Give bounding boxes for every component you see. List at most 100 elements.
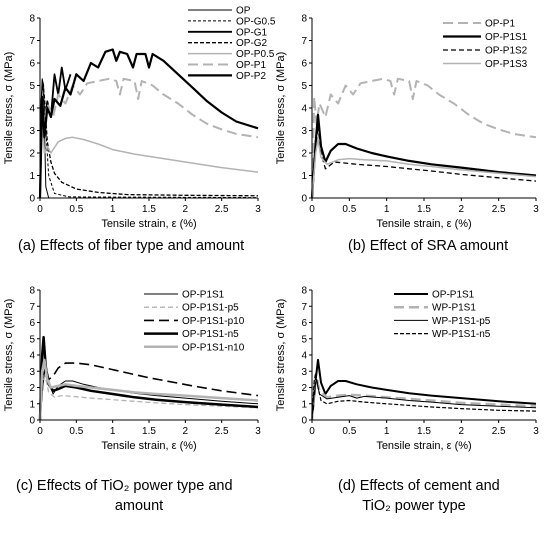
series-line-op-p1s1	[39, 361, 259, 421]
y-tick-label: 1	[29, 171, 35, 182]
x-tick-label: 3	[255, 204, 261, 215]
legend-label: OP-P1S1-n10	[182, 342, 245, 353]
chart-caption: (b) Effect of SRA amount	[348, 238, 508, 254]
x-tick-label: 2	[183, 204, 189, 215]
chart-caption: (a) Effects of fiber type and amount	[18, 238, 244, 254]
y-tick-label: 0	[301, 194, 307, 205]
chart-panel-b: 0 1 2 3 4 5 6 7 8 0 0.5 1 1.5 2 2.5 3 Tensile strain, ε …	[275, 14, 539, 255]
series-line-op-p1s1-n5	[38, 335, 259, 421]
legend-label: OP-P1S3	[485, 59, 528, 70]
series-line-op-p1s3	[311, 138, 537, 199]
x-tick-label: 1.5	[142, 426, 156, 437]
chart-panel-c: 0 1 2 3 4 5 6 7 8 0 0.5 1 1.5 2 2.5 3 Tensile strain, ε …	[3, 286, 261, 515]
legend-label: WP-P1S1-n5	[432, 329, 491, 340]
x-tick-label: 2.5	[215, 426, 229, 437]
y-tick-label: 5	[29, 334, 35, 345]
series-line-op-p1s1-p10	[39, 362, 259, 421]
y-axis-label: Tensile stress, σ (MPa)	[275, 52, 287, 165]
y-axis-label: Tensile stress, σ (MPa)	[3, 299, 15, 412]
legend-label: OP-G1	[236, 27, 268, 38]
y-tick-label: 1	[29, 399, 35, 410]
legend-label: OP-P1S1	[182, 290, 225, 301]
y-tick-label: 8	[301, 14, 307, 25]
series-line-op-g2	[39, 82, 259, 199]
y-tick-label: 6	[301, 318, 307, 329]
y-tick-label: 6	[29, 318, 35, 329]
legend-label: OP-G2	[236, 38, 268, 49]
x-tick-label: 0	[309, 426, 315, 437]
y-tick-label: 7	[301, 36, 307, 47]
legend-label: OP-P2	[236, 71, 266, 82]
y-tick-label: 4	[29, 104, 35, 115]
x-tick-label: 3	[533, 426, 539, 437]
y-tick-label: 7	[29, 302, 35, 313]
x-tick-label: 1	[110, 204, 116, 215]
legend-label: OP-P1S1-p10	[182, 316, 245, 327]
legend-label: OP-P1	[485, 19, 515, 30]
legend-label: OP-P1	[236, 60, 266, 71]
y-tick-label: 4	[301, 104, 307, 115]
legend-label: WP-P1S1-p5	[432, 316, 491, 327]
series-line-op-p1	[39, 77, 259, 199]
x-tick-label: 0	[37, 204, 43, 215]
chart-caption: (c) Effects of TiO₂ power type and	[16, 478, 233, 494]
x-tick-label: 3	[533, 204, 539, 215]
y-tick-label: 2	[301, 383, 307, 394]
y-tick-label: 2	[29, 149, 35, 160]
y-tick-label: 4	[301, 351, 307, 362]
series-line-op-p1s1	[310, 113, 537, 199]
y-tick-label: 0	[29, 194, 35, 205]
chart-panel-d: 0 1 2 3 4 5 6 7 8 0 0.5 1 1.5 2 2.5 3 Tensile strain, ε …	[275, 286, 539, 515]
y-tick-label: 5	[29, 81, 35, 92]
series-line-op-p1s1-n10	[38, 358, 259, 421]
y-tick-label: 1	[301, 399, 307, 410]
legend-label: OP-G0.5	[236, 16, 276, 27]
x-tick-label: 2.5	[492, 204, 506, 215]
x-tick-label: 0	[37, 426, 43, 437]
x-tick-label: 1	[384, 426, 390, 437]
y-tick-label: 8	[29, 14, 35, 25]
y-tick-label: 8	[301, 286, 307, 297]
y-tick-label: 8	[29, 286, 35, 297]
y-tick-label: 5	[301, 81, 307, 92]
x-tick-label: 3	[255, 426, 261, 437]
series-line-wp-p1s1	[310, 376, 537, 421]
x-axis-label: Tensile strain, ε (%)	[376, 440, 471, 452]
y-tick-label: 0	[29, 416, 35, 427]
y-tick-label: 5	[301, 334, 307, 345]
series-line-wp-p1s1-p5	[311, 378, 537, 421]
chart-caption: TiO₂ power type	[362, 498, 465, 514]
x-tick-label: 1	[110, 426, 116, 437]
x-tick-label: 0.5	[69, 426, 83, 437]
series-line-op-p0-5	[39, 116, 259, 199]
x-tick-label: 1.5	[417, 204, 431, 215]
y-tick-label: 6	[301, 59, 307, 70]
legend-label: OP-P1S1	[432, 290, 475, 301]
y-tick-label: 2	[29, 383, 35, 394]
x-axis-label: Tensile strain, ε (%)	[101, 440, 196, 452]
legend: OP-P1 OP-P1S1 OP-P1S2 OP-P1S3	[443, 19, 528, 70]
y-tick-label: 6	[29, 59, 35, 70]
y-tick-label: 7	[29, 36, 35, 47]
chart-caption: amount	[115, 498, 163, 514]
legend-label: OP-P1S1-n5	[182, 329, 239, 340]
y-tick-label: 2	[301, 149, 307, 160]
x-tick-label: 2	[183, 426, 189, 437]
x-axis-label: Tensile strain, ε (%)	[101, 218, 196, 230]
y-tick-label: 3	[29, 367, 35, 378]
series-line-op-p2	[38, 48, 259, 199]
x-tick-label: 0.5	[342, 204, 356, 215]
x-tick-label: 0.5	[69, 204, 83, 215]
x-tick-label: 1	[384, 204, 390, 215]
series-line-op-g0-5	[39, 82, 259, 199]
x-tick-label: 2.5	[215, 204, 229, 215]
x-tick-label: 2	[459, 426, 465, 437]
y-tick-label: 4	[29, 351, 35, 362]
legend: OP-P1S1 OP-P1S1-p5 OP-P1S1-p10 OP-P1S1-n5 OP…	[144, 290, 245, 353]
y-tick-label: 3	[301, 367, 307, 378]
y-tick-label: 1	[301, 171, 307, 182]
x-tick-label: 0.5	[342, 426, 356, 437]
series-line-op-p1s1	[311, 358, 537, 421]
x-tick-label: 1.5	[417, 426, 431, 437]
